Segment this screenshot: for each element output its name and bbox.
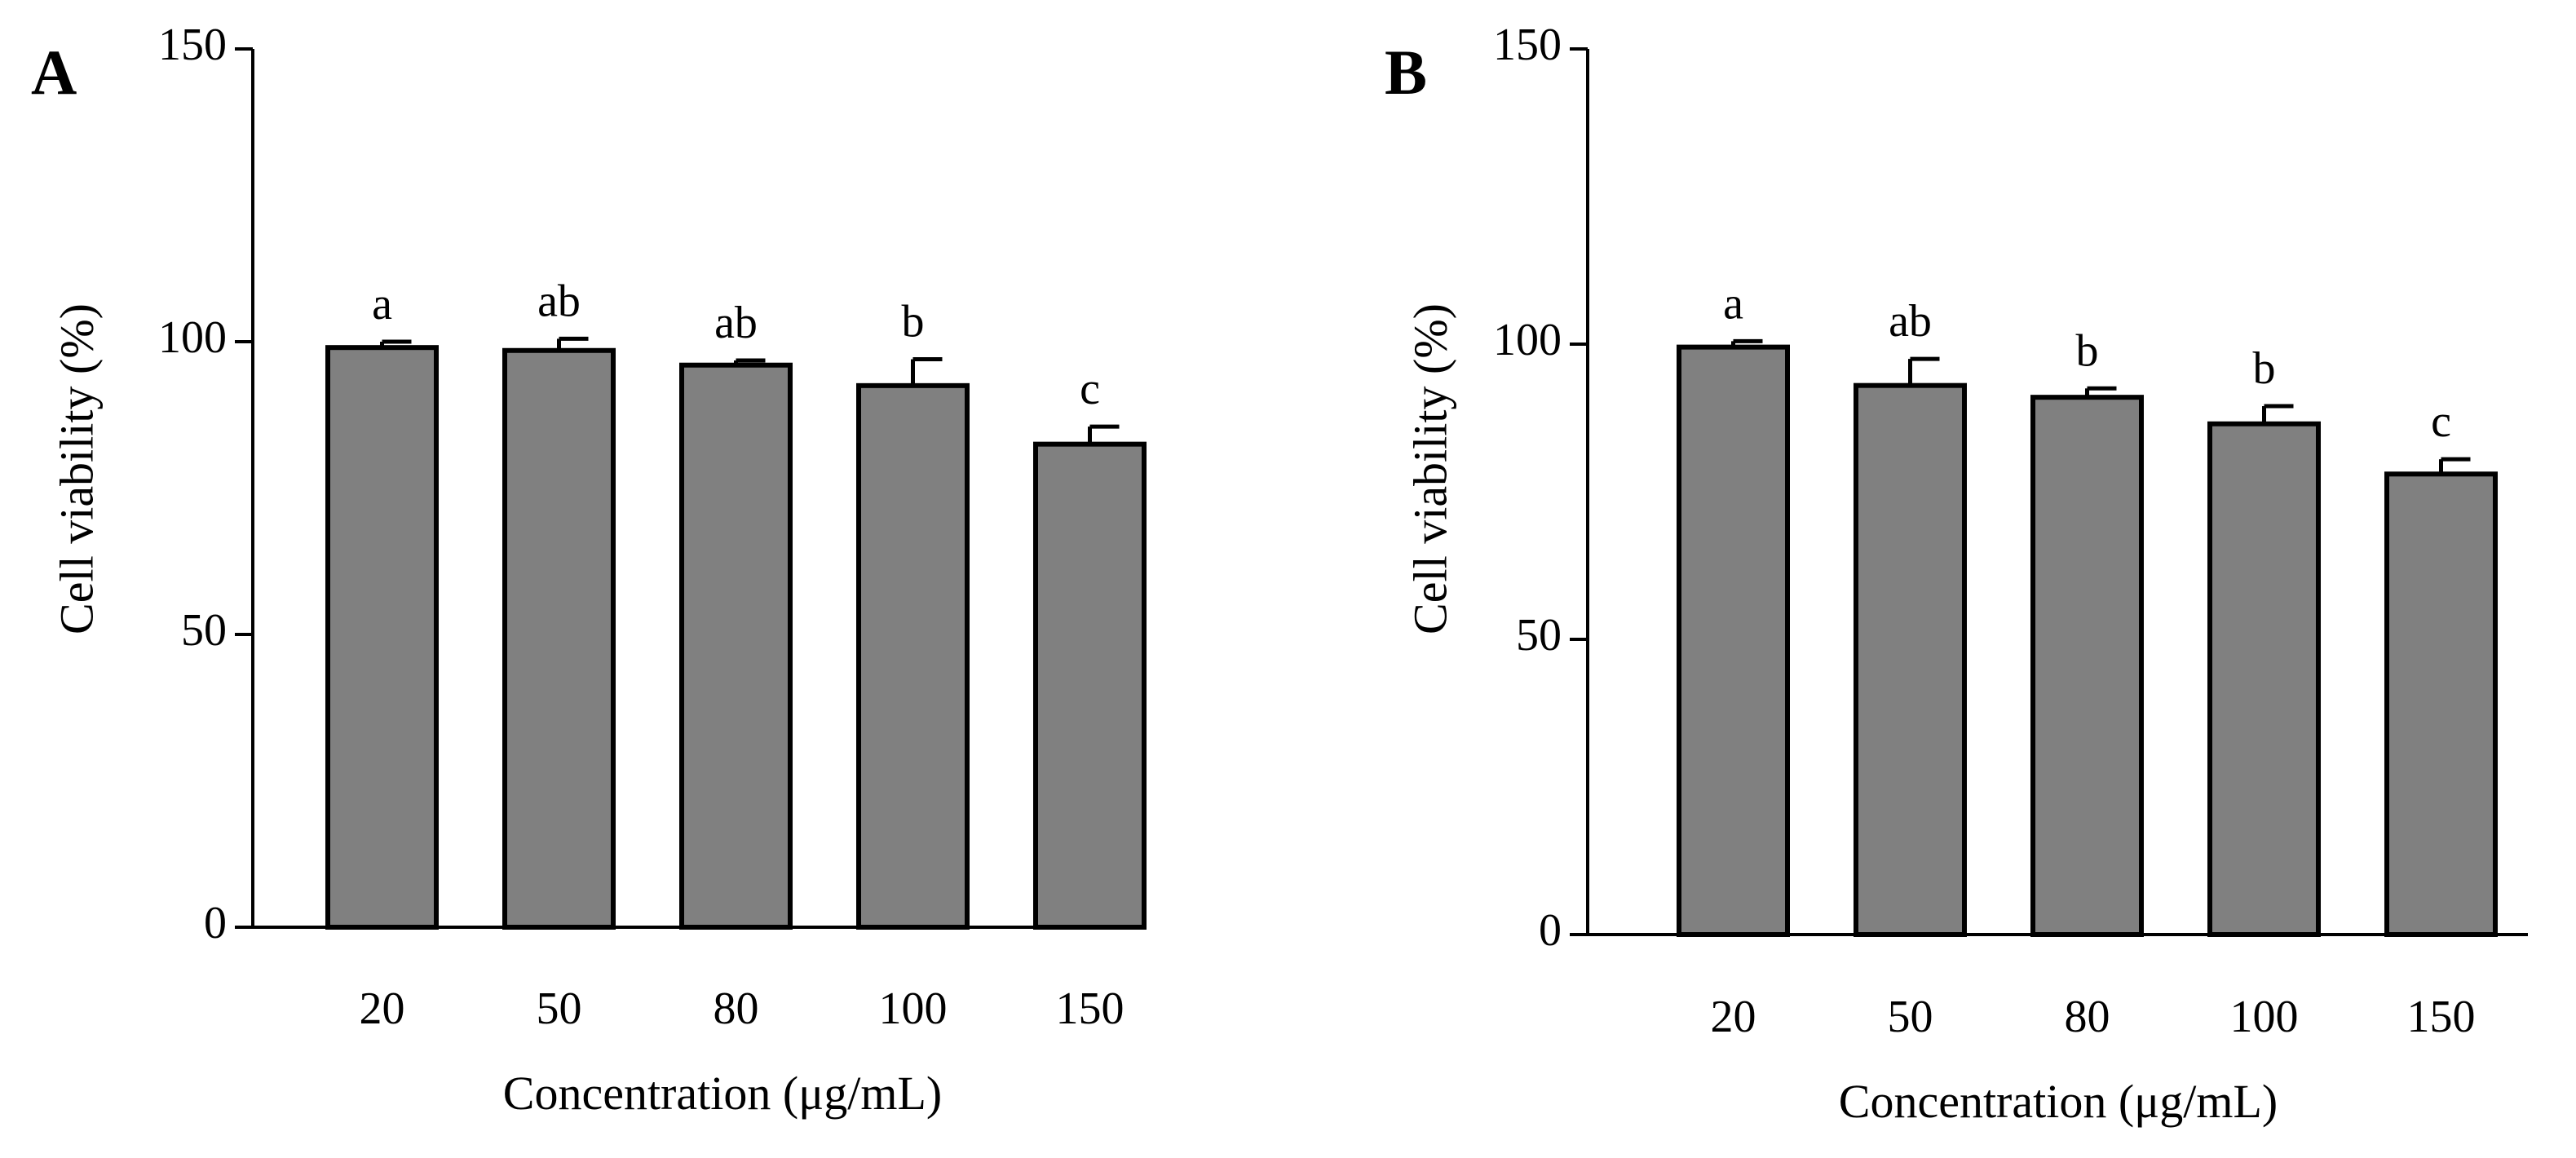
bar: [2207, 421, 2321, 937]
chart-panel-b: B Cell viability (%) 0 50 100 150 a 20 ab 50 b 80…: [1354, 0, 2576, 1158]
y-tick-label: 150: [158, 20, 227, 70]
significance-letter: b: [2253, 343, 2276, 394]
y-tick-label: 0: [204, 898, 227, 948]
x-axis-title: Concentration (μg/mL): [503, 1067, 942, 1120]
bar: [502, 347, 616, 930]
x-tick-label: 20: [1711, 992, 1756, 1042]
x-tick-label: 50: [537, 983, 582, 1034]
y-tick-label: 0: [1539, 905, 1562, 956]
bar: [1033, 441, 1147, 930]
y-tick-label: 100: [158, 312, 227, 363]
bar: [1677, 344, 1790, 937]
x-tick-label: 100: [879, 983, 948, 1034]
bar: [2384, 471, 2498, 937]
significance-letter: ab: [1889, 296, 1932, 347]
significance-letter: a: [372, 279, 392, 329]
bar: [2030, 395, 2144, 938]
y-axis-title: Cell viability (%): [50, 303, 103, 634]
bar: [325, 345, 439, 930]
y-tick-label: 50: [181, 605, 227, 656]
significance-letter: b: [2076, 325, 2099, 376]
y-axis-title: Cell viability (%): [1403, 303, 1456, 634]
x-tick-label: 150: [1056, 983, 1125, 1034]
chart-panel-a: A Cell viability (%) 0 50 100 150 a 20 ab 50 ab 8…: [31, 20, 1147, 1120]
y-tick-label: 50: [1516, 610, 1562, 661]
significance-letter: c: [1080, 364, 1100, 414]
x-tick-label: 80: [2065, 992, 2110, 1042]
x-tick-label: 100: [2230, 992, 2299, 1042]
bar: [679, 362, 793, 930]
bar-chart-a: A Cell viability (%) 0 50 100 150 a 20 ab 50 ab 8…: [31, 20, 1147, 1120]
significance-letter: ab: [537, 276, 581, 326]
x-tick-label: 50: [1888, 992, 1933, 1042]
x-tick-label: 20: [360, 983, 405, 1034]
y-tick-label: 150: [1493, 20, 1562, 70]
bar-chart-b: B Cell viability (%) 0 50 100 150 a 20 ab 50 b 80…: [1385, 20, 2528, 1128]
bar: [856, 382, 970, 930]
y-tick-label: 100: [1493, 315, 1562, 365]
significance-letter: c: [2431, 396, 2451, 447]
bar: [1854, 382, 1967, 937]
panel-label: A: [31, 37, 77, 108]
significance-letter: a: [1723, 278, 1743, 329]
x-tick-label: 80: [714, 983, 759, 1034]
significance-letter: b: [902, 297, 925, 347]
x-axis-title: Concentration (μg/mL): [1839, 1075, 2278, 1128]
x-tick-label: 150: [2407, 992, 2476, 1042]
panel-label: B: [1385, 37, 1427, 108]
significance-letter: ab: [714, 298, 758, 348]
